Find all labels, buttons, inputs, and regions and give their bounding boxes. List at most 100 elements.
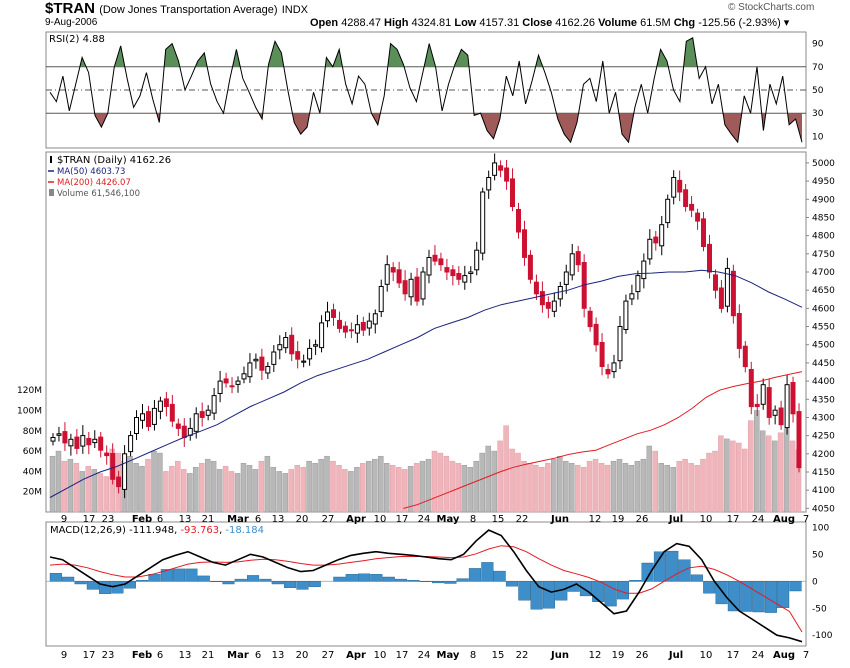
- volume-bar: [395, 467, 402, 513]
- macd-histogram-bar: [764, 581, 777, 613]
- symbol: $TRAN: [45, 0, 96, 17]
- volume-bar: [49, 455, 56, 513]
- dropdown-arrow-icon[interactable]: ▾: [783, 17, 790, 29]
- volume-bar: [300, 467, 306, 513]
- volume-bar: [628, 465, 635, 513]
- volume-tick-label: 20M: [23, 488, 42, 498]
- price-tick-label: 4650: [812, 286, 835, 296]
- price-x-tick-label: 12: [589, 514, 602, 525]
- price-x-tick-label: 26: [636, 514, 649, 525]
- candle-body: [372, 313, 378, 325]
- volume-bar: [67, 458, 74, 513]
- candle-body: [522, 229, 527, 258]
- price-tick-label: 4800: [812, 232, 835, 242]
- volume-bar: [234, 473, 241, 513]
- volume-bar: [157, 452, 163, 513]
- candle-body: [420, 271, 426, 300]
- rsi-tick-label: 50: [812, 86, 824, 96]
- candle-body: [146, 411, 151, 428]
- candle-body: [354, 324, 360, 334]
- volume-bar: [372, 458, 378, 513]
- candle-body: [611, 362, 617, 373]
- macd-histogram-bar: [333, 576, 346, 582]
- volume-bar: [389, 465, 396, 513]
- macd-histogram-bar: [777, 581, 790, 608]
- volume-bar: [366, 460, 372, 513]
- rsi-legend-bg: [47, 33, 121, 44]
- candle-body: [319, 322, 325, 349]
- volume-value: 61.5M: [640, 17, 671, 29]
- candle-body: [629, 293, 635, 300]
- macd-histogram-bar: [148, 574, 161, 582]
- volume-bar: [676, 460, 682, 513]
- candle-body: [110, 453, 116, 480]
- price-x-tick-label: 9: [61, 514, 67, 525]
- price-tick-label: 4250: [812, 432, 835, 442]
- price-tick-label: 4500: [812, 341, 835, 351]
- volume-bar: [85, 466, 92, 513]
- macd-x-tick-label: 27: [322, 650, 335, 661]
- price-legend-bg: [47, 154, 157, 200]
- price-x-tick-label: 21: [202, 514, 215, 525]
- volume-bar: [270, 467, 277, 513]
- price-tick-label: 4050: [812, 504, 835, 514]
- macd-x-tick-label: 17: [727, 650, 740, 661]
- volume-bar: [443, 455, 450, 513]
- macd-histogram-bar: [432, 581, 445, 584]
- candle-body: [325, 311, 330, 322]
- x-axis: 9 9 17 17 23 23 Feb Feb 6 6 13 13 21 21 Mar Mar 6 6 13 13 20…: [61, 514, 809, 661]
- candle-body: [414, 276, 420, 302]
- volume-bar: [192, 467, 199, 513]
- volume-bar: [348, 471, 354, 513]
- price-x-tick-label: 6: [157, 514, 163, 525]
- volume-bar: [55, 450, 62, 513]
- volume-bar: [97, 473, 103, 513]
- price-tick-label: 5000: [812, 159, 835, 169]
- candle-body: [713, 274, 718, 291]
- macd-histogram-bar: [579, 581, 592, 597]
- macd-histogram-bar: [395, 578, 408, 582]
- macd-panel: 100 50 0 -50 -100 MACD(12,26,9) -111.948, -93…: [45, 521, 833, 647]
- macd-tick-label: 100: [812, 523, 829, 533]
- macd-histogram-bar: [210, 581, 223, 582]
- candle-body: [265, 366, 271, 374]
- price-tick-label: 4850: [812, 213, 835, 223]
- rsi-tick-label: 30: [812, 109, 824, 119]
- macd-histogram-bar: [259, 578, 272, 582]
- volume-bar: [306, 460, 312, 513]
- candle-body: [635, 275, 641, 293]
- candle-body: [599, 342, 605, 367]
- candle-body: [348, 329, 354, 332]
- volume-bar: [712, 450, 718, 513]
- candle-body: [390, 267, 396, 273]
- price-tick-label: 4300: [812, 413, 835, 423]
- candle-body: [516, 209, 521, 233]
- macd-histogram-bar: [715, 581, 728, 605]
- macd-x-tick-label: 24: [418, 650, 431, 661]
- volume-bar: [658, 463, 665, 513]
- macd-histogram-bar: [74, 581, 87, 585]
- macd-histogram-bar: [234, 578, 247, 582]
- candle-body: [128, 435, 134, 453]
- volume-bar: [771, 440, 778, 513]
- volume-bar: [413, 463, 420, 513]
- candle-body: [157, 400, 163, 412]
- volume-bar: [754, 410, 760, 513]
- candle-body: [790, 382, 796, 415]
- macd-histogram-bar: [296, 581, 309, 590]
- candle-body: [211, 395, 217, 414]
- price-tick-label: 4400: [812, 377, 835, 387]
- volume-bar: [181, 469, 187, 513]
- candle-body: [474, 249, 480, 271]
- macd-frame: [45, 521, 807, 647]
- macd-histogram-bar: [222, 581, 235, 585]
- candle-body: [295, 351, 301, 360]
- macd-x-tick-label: 26: [636, 650, 649, 661]
- price-legend-entry: $TRAN (Daily) 4162.26: [57, 155, 171, 166]
- candle-body: [205, 409, 211, 416]
- volume-bar: [592, 458, 599, 513]
- candle-body: [689, 203, 695, 211]
- candle-body: [617, 326, 623, 362]
- macd-x-tick-label: 7: [803, 650, 809, 661]
- rsi-oversold-fill: [50, 113, 802, 143]
